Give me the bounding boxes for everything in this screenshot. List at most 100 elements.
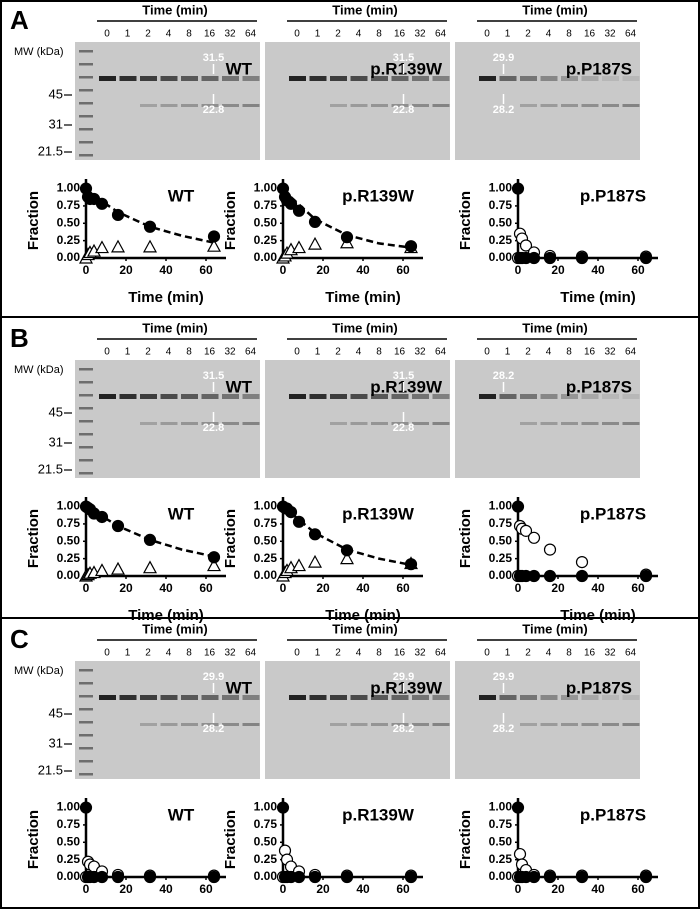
gel-band — [602, 422, 619, 425]
gel-band — [499, 76, 517, 81]
y-tick-label: 0.50 — [57, 834, 81, 848]
gel-name: WT — [226, 377, 253, 396]
lane-label: 8 — [186, 29, 192, 40]
ladder-band — [79, 695, 93, 698]
data-point — [404, 870, 418, 884]
x-tick-label: 40 — [356, 882, 370, 896]
data-point — [291, 558, 307, 572]
x-tick-label: 0 — [83, 882, 90, 896]
gel-band — [350, 104, 368, 107]
x-tick-label: 60 — [396, 882, 410, 896]
gel-band — [181, 394, 198, 399]
lane-label: 16 — [584, 648, 596, 659]
y-tick-label: 0.50 — [254, 834, 278, 848]
gel-band — [222, 394, 239, 399]
lane-label: 1 — [505, 29, 511, 40]
data-point — [543, 569, 557, 583]
lane-label: 16 — [204, 29, 216, 40]
data-point — [527, 870, 541, 884]
gel-name: p.P187S — [566, 678, 632, 697]
gel-band — [242, 76, 260, 81]
data-point — [307, 554, 323, 568]
data-point — [95, 510, 109, 524]
x-tick-label: 0 — [83, 581, 90, 595]
gel-header: Time (min) — [522, 2, 588, 17]
x-axis-label: Time (min) — [560, 289, 636, 306]
gel-band — [242, 723, 260, 726]
gel-band — [330, 104, 347, 107]
data-point — [340, 231, 354, 244]
gel-band — [242, 422, 260, 425]
ladder-band — [79, 472, 93, 475]
lane-label: 32 — [224, 347, 236, 358]
ladder-band — [79, 721, 93, 724]
data-point — [575, 556, 589, 569]
gel-band — [432, 104, 450, 107]
data-point — [207, 870, 221, 884]
band-label: 29.9 — [493, 52, 514, 64]
data-point — [79, 801, 93, 814]
gel-band — [140, 695, 157, 700]
x-tick-label: 40 — [159, 581, 173, 595]
data-point — [207, 230, 221, 243]
data-point — [404, 240, 418, 253]
lane-label: 2 — [145, 347, 151, 358]
data-point — [110, 239, 126, 253]
lane-label: 16 — [204, 648, 216, 659]
lane-label: 4 — [356, 29, 362, 40]
lane-label: 32 — [414, 347, 426, 358]
band-label: 22.8 — [393, 104, 414, 116]
chart-title: p.R139W — [342, 504, 415, 523]
chart-title: WT — [168, 504, 195, 523]
band-label: 28.2 — [493, 723, 514, 735]
gel-band — [222, 422, 239, 425]
gel-header: Time (min) — [522, 621, 588, 636]
lane-label: 32 — [604, 347, 616, 358]
gel-header: Time (min) — [142, 2, 208, 17]
gel-band — [371, 422, 388, 425]
x-tick-label: 60 — [631, 882, 645, 896]
gel-band — [181, 422, 198, 425]
gel-header: Time (min) — [332, 320, 398, 335]
y-tick-label: 0.50 — [489, 834, 513, 848]
x-tick-label: 40 — [591, 882, 605, 896]
gel-band — [520, 394, 537, 399]
y-tick-label: 0.25 — [57, 852, 81, 866]
lane-label: 4 — [356, 347, 362, 358]
y-tick-label: 0.25 — [254, 852, 278, 866]
gel-band — [499, 394, 517, 399]
data-point — [575, 251, 589, 265]
band-label: 31.5 — [203, 52, 224, 64]
lane-label: 8 — [186, 347, 192, 358]
y-tick-label: 0.75 — [254, 198, 278, 212]
gel-band — [520, 695, 537, 700]
gel-band — [540, 695, 558, 700]
band-label: 29.9 — [393, 671, 414, 683]
mw-label: 21.5 — [38, 461, 63, 476]
y-tick-label: 0.00 — [57, 250, 81, 264]
gel-band — [289, 695, 306, 700]
lane-label: 4 — [546, 347, 552, 358]
gel-band — [350, 695, 368, 700]
x-tick-label: 0 — [515, 882, 522, 896]
gel-band — [561, 394, 578, 399]
gel-band — [181, 723, 198, 726]
lane-label: 1 — [505, 347, 511, 358]
x-tick-label: 20 — [119, 263, 133, 277]
gel-image — [455, 661, 640, 779]
gel-band — [602, 723, 619, 726]
x-tick-label: 40 — [159, 263, 173, 277]
lane-label: 1 — [315, 648, 321, 659]
y-axis-label: Fraction — [222, 191, 239, 250]
gel-header: Time (min) — [142, 320, 208, 335]
data-point — [527, 251, 541, 265]
lane-label: 16 — [204, 347, 216, 358]
gel-band — [581, 422, 599, 425]
ladder-band — [79, 141, 93, 144]
ladder-band — [79, 381, 93, 384]
band-label: 31.5 — [203, 370, 224, 382]
lane-label: 2 — [145, 29, 151, 40]
data-point — [292, 870, 306, 884]
ladder-band — [79, 669, 93, 672]
